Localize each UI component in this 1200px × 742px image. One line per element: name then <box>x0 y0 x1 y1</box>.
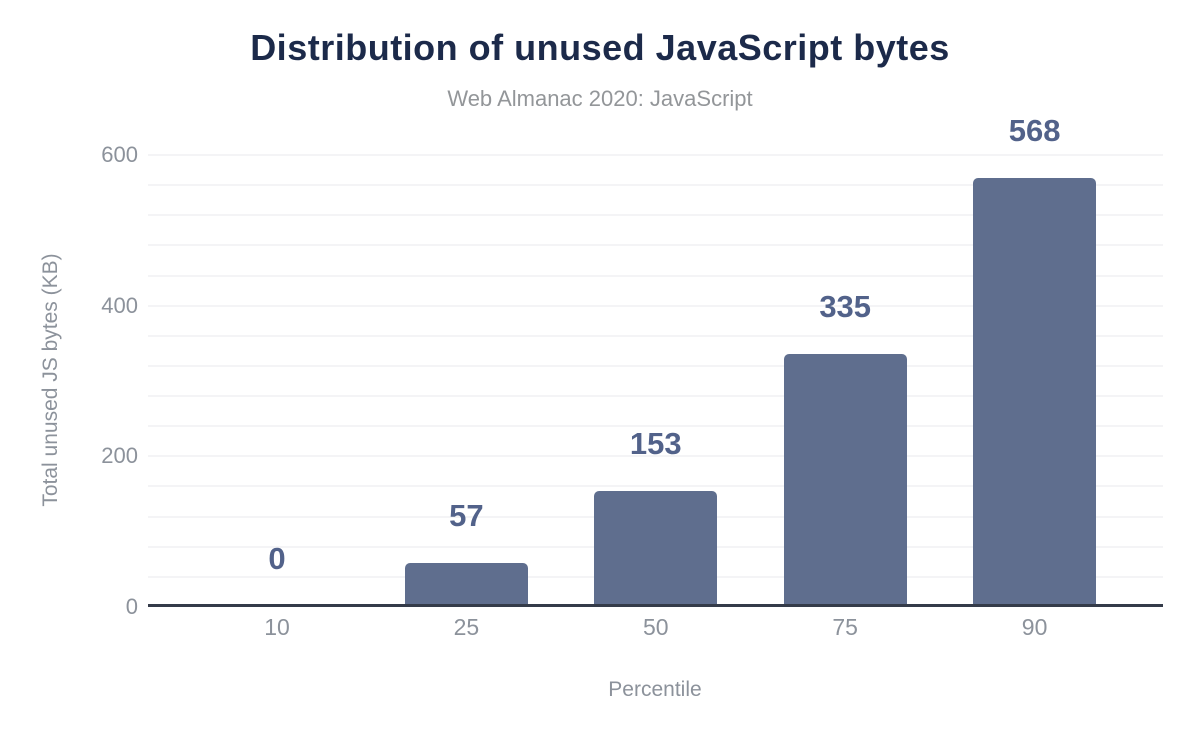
gridline <box>148 274 1163 277</box>
bar-value-label: 335 <box>819 289 872 324</box>
gridline <box>148 214 1163 217</box>
chart-subtitle: Web Almanac 2020: JavaScript <box>447 86 753 111</box>
gridline <box>148 154 1163 156</box>
bar <box>973 178 1097 606</box>
y-axis-tick-label: 0 <box>125 594 138 619</box>
x-axis-tick-label: 10 <box>264 614 290 640</box>
gridline <box>148 485 1163 488</box>
bar <box>783 354 907 606</box>
gridline <box>148 244 1163 247</box>
bar-value-label: 568 <box>1008 113 1061 148</box>
gridline <box>148 455 1163 458</box>
x-axis-tick-label: 50 <box>643 614 669 640</box>
gridline <box>148 395 1163 398</box>
chart-title: Distribution of unused JavaScript bytes <box>250 27 950 68</box>
bar <box>404 563 528 606</box>
gridline <box>148 364 1163 367</box>
gridline <box>148 425 1163 428</box>
x-axis-tick-label: 90 <box>1021 614 1048 640</box>
bar-value-label: 0 <box>268 541 286 576</box>
bar-value-label: 153 <box>629 426 682 461</box>
x-axis-title: Percentile <box>608 678 702 701</box>
x-axis-tick-label: 25 <box>453 614 480 640</box>
gridline <box>148 184 1163 187</box>
x-axis-tick-label: 75 <box>832 614 858 640</box>
gridline <box>148 304 1163 307</box>
gridline <box>148 334 1163 337</box>
x-axis-line <box>148 604 1163 607</box>
bar-value-label: 57 <box>449 498 484 533</box>
bar <box>594 491 718 606</box>
y-axis-tick-label: 400 <box>101 292 138 318</box>
y-axis-tick-label: 200 <box>101 443 138 469</box>
y-axis-tick-label: 600 <box>101 142 138 167</box>
